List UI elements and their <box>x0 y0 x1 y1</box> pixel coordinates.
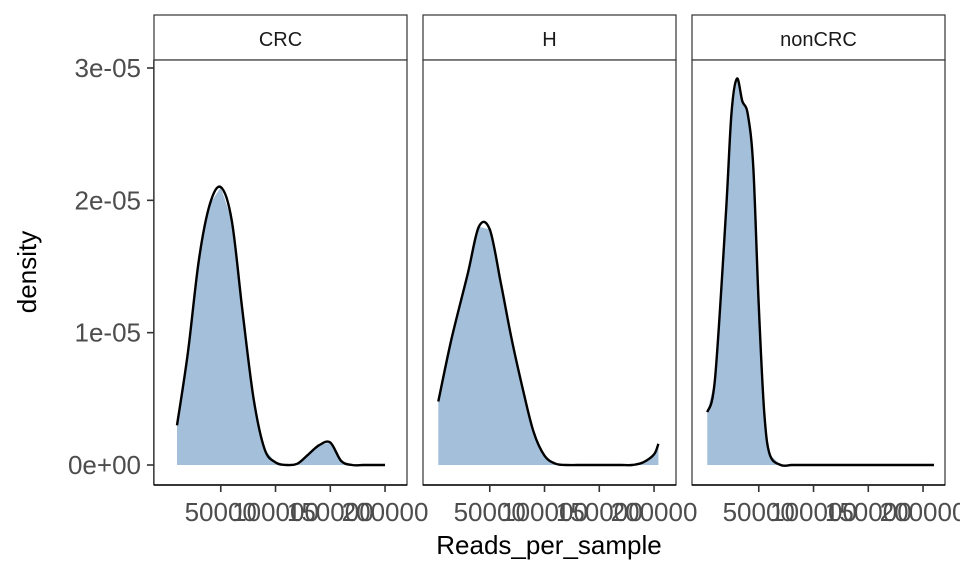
density-area <box>707 78 934 465</box>
x-tick-label: 200000 <box>611 497 698 527</box>
x-tick-label: 100000 <box>770 497 857 527</box>
x-tick-label: 150000 <box>556 497 643 527</box>
x-tick-label: 150000 <box>287 497 374 527</box>
density-area <box>177 187 385 465</box>
facet-strip <box>153 14 408 61</box>
facet-strip-label: nonCRC <box>780 29 857 51</box>
y-tick-label: 3e-05 <box>75 53 142 83</box>
density-area <box>438 226 659 465</box>
x-tick-label: 200000 <box>342 497 429 527</box>
y-axis-title: density <box>12 231 42 313</box>
y-tick-label: 0e+00 <box>68 450 141 480</box>
x-tick-label: 100000 <box>232 497 319 527</box>
density-line <box>706 77 934 467</box>
facet-strip-label: CRC <box>259 29 302 51</box>
x-tick-label: 200000 <box>880 497 960 527</box>
y-axis: 0e+00 1e-05 2e-05 3e-05 <box>68 53 155 485</box>
x-tick-label: 50000 <box>185 497 257 527</box>
facet-strip-label: H <box>542 29 556 51</box>
density-line <box>175 185 385 467</box>
x-axis-title: Reads_per_sample <box>436 530 661 560</box>
x-tick-label: 100000 <box>501 497 588 527</box>
facet-panels: CRC50000100000150000200000H5000010000015… <box>153 14 960 527</box>
density-line <box>437 220 660 467</box>
facet-strip <box>691 14 946 61</box>
x-tick-label: 50000 <box>454 497 526 527</box>
y-tick-label: 2e-05 <box>75 185 142 215</box>
y-tick-label: 1e-05 <box>75 318 142 348</box>
y-ticks: 0e+00 1e-05 2e-05 3e-05 <box>68 53 154 480</box>
x-tick-label: 150000 <box>825 497 912 527</box>
x-tick-label: 50000 <box>723 497 795 527</box>
